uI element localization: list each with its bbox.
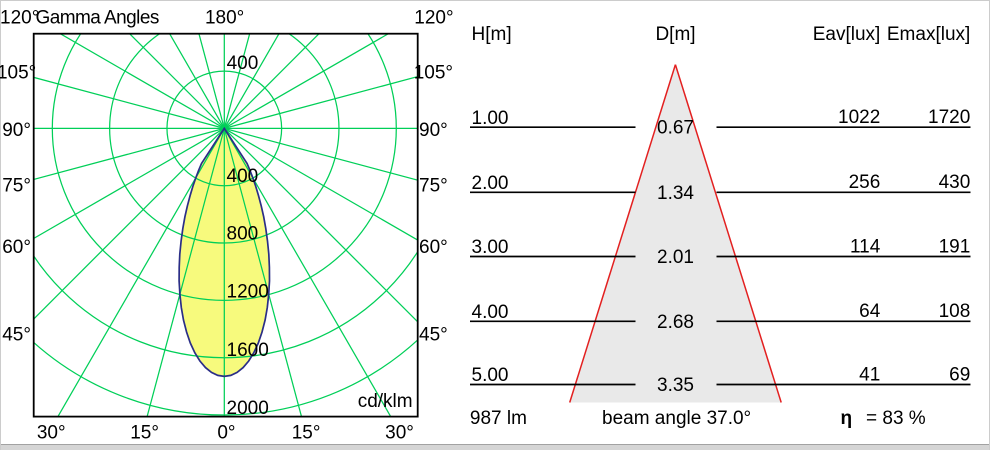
svg-text:41: 41 [859, 364, 880, 385]
svg-text:D[m]: D[m] [655, 24, 695, 45]
svg-text:cd/klm: cd/klm [358, 391, 413, 412]
svg-text:105°: 105° [414, 63, 453, 84]
svg-text:1.34: 1.34 [657, 183, 694, 204]
svg-text:987 lm: 987 lm [470, 408, 527, 429]
svg-text:180°: 180° [205, 7, 244, 28]
svg-text:75°: 75° [419, 176, 448, 197]
svg-text:2.68: 2.68 [657, 312, 694, 333]
svg-text:1022: 1022 [838, 107, 880, 128]
svg-text:1720: 1720 [928, 107, 970, 128]
svg-text:4.00: 4.00 [472, 302, 509, 323]
svg-text:1.00: 1.00 [472, 108, 509, 129]
svg-text:90°: 90° [2, 120, 31, 141]
svg-text:191: 191 [939, 236, 971, 257]
svg-text:Emax[lux]: Emax[lux] [887, 24, 970, 45]
svg-text:60°: 60° [419, 237, 448, 258]
svg-text:15°: 15° [130, 423, 159, 444]
svg-text:5.00: 5.00 [472, 365, 509, 386]
svg-text:64: 64 [859, 301, 881, 322]
svg-text:beam angle 37.0°: beam angle 37.0° [602, 408, 751, 429]
svg-text:1600: 1600 [227, 340, 269, 361]
svg-text:30°: 30° [385, 423, 414, 444]
svg-text:0°: 0° [217, 423, 235, 444]
svg-text:90°: 90° [419, 120, 448, 141]
svg-text:= 83 %: = 83 % [866, 408, 926, 429]
svg-text:2000: 2000 [227, 398, 269, 419]
svg-text:H[m]: H[m] [472, 24, 512, 45]
svg-text:Eav[lux]: Eav[lux] [813, 24, 881, 45]
svg-text:75°: 75° [2, 176, 31, 197]
svg-text:Gamma Angles: Gamma Angles [36, 7, 159, 28]
svg-text:105°: 105° [0, 63, 36, 84]
svg-text:400: 400 [227, 166, 259, 187]
svg-text:430: 430 [939, 172, 971, 193]
svg-text:15°: 15° [292, 423, 321, 444]
svg-text:120°: 120° [414, 7, 453, 28]
svg-text:800: 800 [227, 223, 259, 244]
svg-text:69: 69 [949, 364, 970, 385]
svg-text:108: 108 [939, 301, 971, 322]
svg-text:120°: 120° [0, 7, 39, 28]
svg-text:256: 256 [849, 172, 881, 193]
svg-text:30°: 30° [37, 423, 66, 444]
svg-text:45°: 45° [2, 325, 31, 346]
svg-text:3.35: 3.35 [657, 375, 694, 396]
svg-text:0.67: 0.67 [657, 118, 694, 139]
svg-text:2.00: 2.00 [472, 173, 509, 194]
svg-text:3.00: 3.00 [472, 237, 509, 258]
svg-text:1200: 1200 [227, 282, 269, 303]
svg-text:400: 400 [227, 53, 259, 74]
svg-text:60°: 60° [2, 237, 31, 258]
svg-text:114: 114 [850, 236, 881, 257]
svg-text:2.01: 2.01 [657, 247, 694, 268]
svg-text:η: η [841, 408, 853, 429]
svg-text:45°: 45° [419, 325, 448, 346]
